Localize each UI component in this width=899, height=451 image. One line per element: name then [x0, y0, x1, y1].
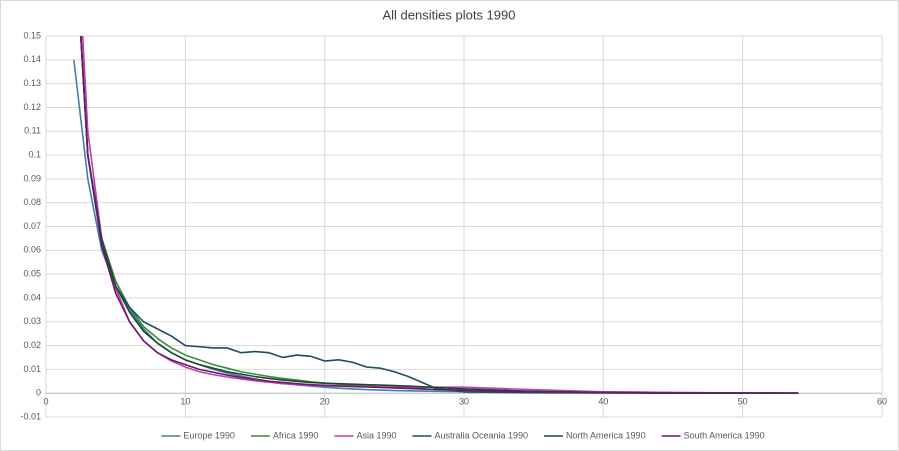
y-tick-label: 0.14 — [23, 54, 41, 64]
y-tick-label: 0.08 — [23, 197, 41, 207]
x-tick-label: 40 — [598, 397, 608, 407]
y-tick-label: 0.11 — [24, 126, 41, 136]
plot-area — [73, 36, 799, 394]
x-tick-label: 50 — [738, 397, 748, 407]
y-tick-label: 0.02 — [23, 340, 41, 350]
x-tick-label: 60 — [877, 397, 887, 407]
y-tick-label: 0.13 — [23, 78, 41, 88]
series-line — [80, 36, 799, 394]
legend-label: Europe 1990 — [183, 430, 235, 440]
chart-title: All densities plots 1990 — [383, 7, 516, 22]
y-tick-label: 0.05 — [23, 269, 41, 279]
y-tick-label: 0.07 — [23, 221, 41, 231]
x-tick-label: 10 — [180, 397, 190, 407]
y-tick-label: 0.04 — [23, 292, 41, 302]
y-tick-label: -0.01 — [20, 411, 41, 421]
legend-label: Australia Oceania 1990 — [434, 430, 528, 440]
y-tick-label: 0.1 — [28, 149, 41, 159]
y-tick-label: 0.09 — [23, 173, 41, 183]
y-tick-label: 0.01 — [23, 364, 41, 374]
series-line — [80, 36, 799, 394]
legend-label: South America 1990 — [684, 430, 765, 440]
legend-label: Asia 1990 — [356, 430, 396, 440]
y-tick-label: 0.12 — [23, 102, 41, 112]
legend-label: North America 1990 — [566, 430, 646, 440]
y-tick-label: 0 — [36, 388, 41, 398]
y-tick-label: 0.15 — [23, 30, 41, 40]
y-tick-label: 0.03 — [23, 316, 41, 326]
y-tick-label: 0.06 — [23, 245, 41, 255]
x-tick-label: 20 — [320, 397, 330, 407]
x-tick-label: 0 — [43, 397, 48, 407]
legend-label: Africa 1990 — [273, 430, 319, 440]
x-tick-label: 30 — [459, 397, 469, 407]
